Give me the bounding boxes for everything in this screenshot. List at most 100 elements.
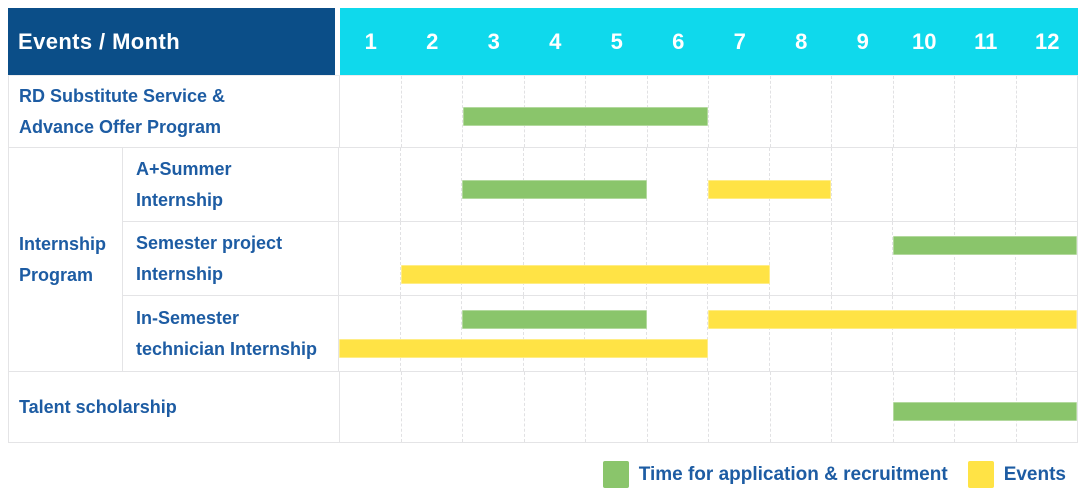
month-grid-cell (340, 372, 402, 442)
month-grid-cell (1016, 222, 1077, 295)
month-grid-cell (770, 148, 832, 221)
events-bar (339, 339, 708, 358)
month-grid-cell (770, 296, 832, 371)
month-grid-cell (955, 222, 1017, 295)
row-label-line: Internship (136, 263, 224, 284)
row-rd-substitute: RD Substitute Service & Advance Offer Pro… (9, 76, 1077, 147)
month-grid-cell (339, 148, 401, 221)
subrows-column: A+Summer Internship Semester project Intern… (123, 148, 1077, 371)
month-grid-cell (770, 222, 832, 295)
row-label-line: A+Summer (136, 158, 232, 179)
month-grid-chart-area (339, 296, 1077, 371)
month-grid-chart-area (339, 222, 1077, 295)
month-grid-chart-area (340, 372, 1077, 442)
month-grid-cell (647, 148, 709, 221)
chart-legend: Time for application & recruitment Event… (0, 461, 1066, 488)
schedule-table: Events / Month 1 2 3 4 5 6 7 8 9 10 11 12 RD Substi… (8, 8, 1078, 443)
application-recruitment-bar (462, 310, 647, 329)
events-bar (400, 265, 770, 284)
month-header-cell: 11 (974, 28, 998, 54)
month-grid-cell (462, 296, 524, 371)
row-label-line: In-Semester (136, 307, 240, 328)
month-grid-cell (709, 372, 771, 442)
group-label-cell: Internship Program (9, 148, 123, 371)
row-label-line: Advance Offer Program (19, 116, 222, 137)
subrow-label-cell: A+Summer Internship (123, 148, 339, 221)
month-grid-cell (648, 76, 709, 147)
legend-label-application: Time for application & recruitment (638, 463, 948, 485)
month-grid-cell (832, 76, 894, 147)
month-grid-cell (1017, 76, 1078, 147)
month-grid-cell (771, 76, 832, 147)
month-gridlines (339, 296, 1077, 371)
legend-item-events: Events (967, 461, 1066, 488)
month-header-cell: 5 (610, 28, 623, 54)
month-header-cell: 1 (364, 28, 377, 54)
events-color-swatch (967, 461, 994, 488)
month-header-cell: 10 (912, 28, 937, 54)
application-recruitment-bar (462, 179, 647, 199)
subrow-semester-project-internship: Semester project Internship (123, 221, 1077, 295)
row-label-line: RD Substitute Service & (19, 85, 226, 106)
events-bar (708, 179, 831, 199)
month-header-cell: 4 (549, 28, 562, 54)
row-label-line: Program (19, 264, 94, 285)
subrow-in-semester-technician-internship: In-Semester technician Internship (123, 295, 1077, 371)
header-divider-gap (335, 8, 340, 75)
month-grid-cell (462, 222, 524, 295)
month-grid-cell (401, 148, 463, 221)
row-label-line: technician Internship (136, 338, 318, 359)
month-grid-cell (339, 222, 401, 295)
month-grid-cell (524, 222, 586, 295)
month-grid-cell (463, 372, 525, 442)
month-grid-cell (955, 148, 1017, 221)
month-grid-cell (1016, 148, 1077, 221)
month-grid-cell (955, 76, 1017, 147)
table-body: RD Substitute Service & Advance Offer Pro… (8, 75, 1078, 443)
month-grid-cell (832, 148, 894, 221)
subrow-label-cell: In-Semester technician Internship (123, 296, 339, 371)
row-label-line: Semester project (136, 232, 283, 253)
month-grid-cell (647, 296, 709, 371)
legend-item-application: Time for application & recruitment (602, 461, 948, 488)
month-header-cell: 6 (672, 28, 685, 54)
month-grid-cell (524, 296, 586, 371)
events-month-header-cell: Events / Month (8, 8, 335, 75)
application-recruitment-bar (462, 106, 709, 126)
month-header-cell: 12 (1035, 28, 1060, 54)
month-grid-cell (340, 76, 402, 147)
month-grid-cell (832, 296, 894, 371)
month-grid-cell (339, 296, 401, 371)
month-header-cell: 9 (856, 28, 869, 54)
month-header-cell: 3 (487, 28, 500, 54)
row-label-line: Internship (136, 189, 224, 210)
application-recruitment-bar (892, 402, 1077, 421)
month-grid-cell (585, 296, 647, 371)
month-grid-cell (955, 296, 1017, 371)
month-header-cell: 8 (795, 28, 808, 54)
month-gridlines (340, 76, 1077, 147)
month-grid-chart-area (340, 76, 1077, 147)
month-grid-cell (525, 372, 586, 442)
month-grid-cell (709, 76, 771, 147)
month-header-cell: 7 (733, 28, 746, 54)
month-grid-cell (771, 372, 832, 442)
month-grid-cell (1016, 296, 1077, 371)
application-recruitment-bar (892, 236, 1077, 255)
month-grid-cell (402, 372, 463, 442)
events-month-header-label: Events / Month (18, 28, 181, 54)
month-grid-cell (832, 222, 894, 295)
month-grid-cell (894, 76, 955, 147)
month-grid-cell (893, 296, 955, 371)
subrow-a-plus-summer-internship: A+Summer Internship (123, 148, 1077, 221)
month-header-cell: 2 (426, 28, 439, 54)
month-header-cells: 1 2 3 4 5 6 7 8 9 10 11 12 (340, 8, 1078, 75)
month-grid-cell (893, 222, 955, 295)
month-grid-chart-area (339, 148, 1077, 221)
month-grid-cell (708, 222, 771, 295)
row-group-internship-program: Internship Program A+Summer Internship Semes… (9, 147, 1077, 371)
row-label-line: Talent scholarship (19, 396, 177, 417)
month-grid-cell (648, 372, 709, 442)
application-color-swatch (602, 461, 629, 488)
